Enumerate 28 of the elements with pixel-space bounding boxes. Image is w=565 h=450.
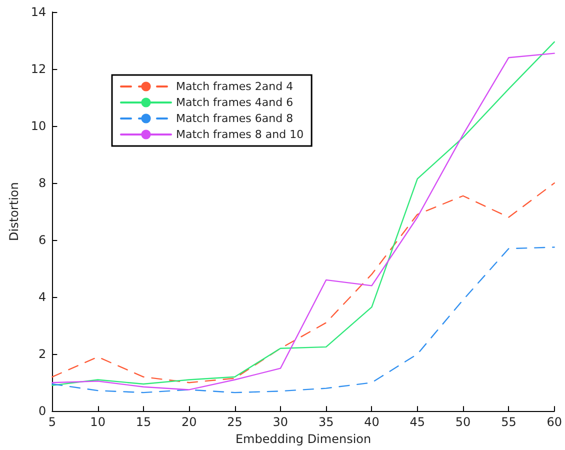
legend-label: Match frames 2and 4 — [176, 80, 294, 93]
x-tick-label: 45 — [410, 415, 426, 430]
x-tick-label: 40 — [364, 415, 380, 430]
y-tick-label: 0 — [38, 404, 46, 418]
line-series — [52, 182, 555, 384]
legend-label: Match frames 6and 8 — [176, 112, 294, 125]
y-tick-label: 4 — [38, 290, 46, 304]
legend-label: Match frames 8 and 10 — [176, 128, 304, 141]
x-tick-label: 10 — [90, 415, 106, 430]
x-tick-label: 30 — [272, 415, 288, 430]
y-tick-label: 12 — [30, 62, 46, 76]
x-tick-label: 5 — [48, 415, 56, 430]
x-tick-label: 50 — [455, 415, 471, 430]
x-tick-label: 25 — [227, 415, 242, 430]
x-tick-label: 60 — [546, 415, 562, 430]
legend-label: Match frames 4and 6 — [176, 96, 294, 109]
y-tick-label: 14 — [30, 5, 46, 19]
line-series — [52, 246, 555, 394]
y-tick-label: 6 — [38, 233, 46, 248]
y-tick-label: 10 — [30, 119, 46, 134]
x-axis-title: Embedding Dimension — [235, 432, 372, 446]
x-tick-label: 55 — [501, 415, 516, 430]
y-tick-label: 2 — [38, 347, 46, 362]
x-tick-label: 35 — [318, 415, 334, 430]
y-axis-title: Distortion — [7, 182, 21, 241]
x-tick-label: 20 — [181, 415, 197, 430]
x-tick-label: 15 — [136, 415, 152, 430]
y-tick-label: 8 — [38, 176, 46, 190]
